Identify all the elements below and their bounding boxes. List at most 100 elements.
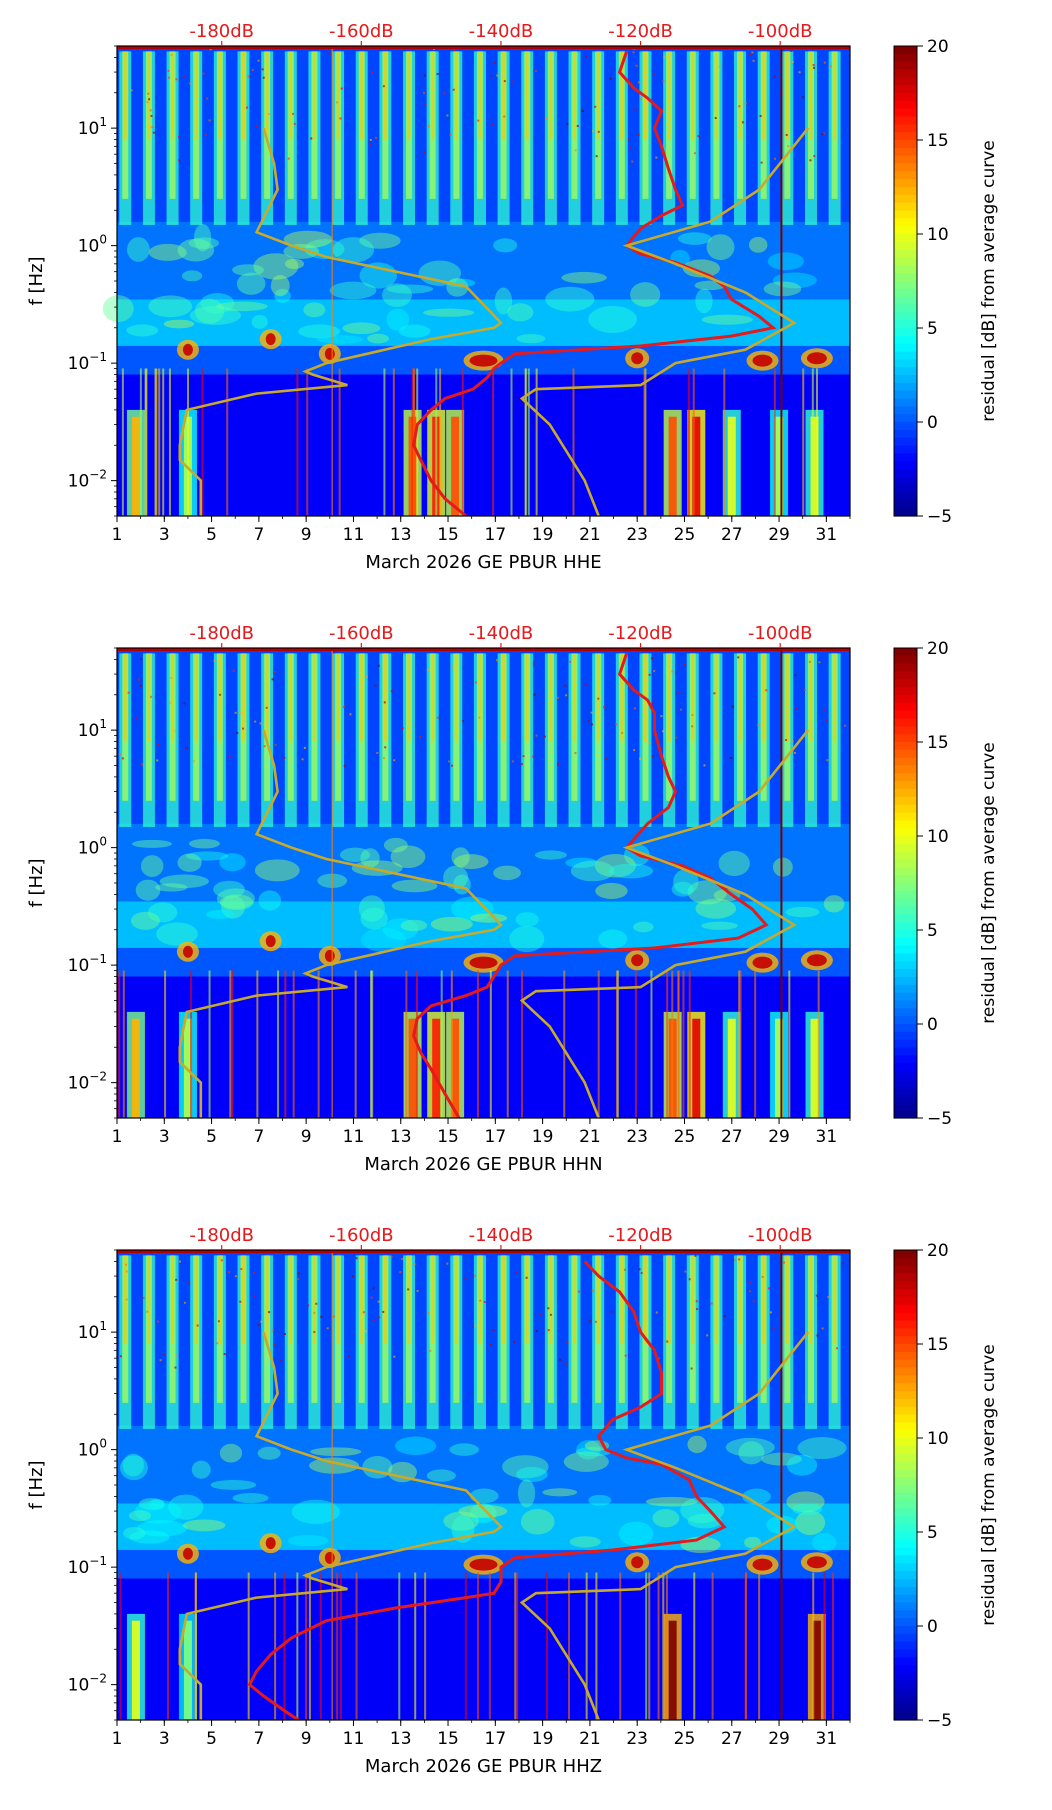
x-tick-label: 3: [159, 1729, 170, 1749]
x-tick-label: 31: [816, 525, 838, 545]
x-tick-label: 19: [532, 1127, 554, 1147]
x-tick-label: 29: [768, 525, 790, 545]
spectrogram-image: [117, 648, 850, 1118]
colorbar-tick-label: 5: [927, 319, 938, 339]
colorbar-tick-label: 5: [927, 921, 938, 941]
top-db-tick-label: -180dB: [189, 623, 254, 644]
x-tick-label: 3: [159, 525, 170, 545]
y-tick-label: 10−2: [68, 1070, 107, 1094]
x-tick-label: 17: [485, 1729, 507, 1749]
top-db-tick-label: -100dB: [748, 21, 813, 42]
colorbar-tick-label: 10: [927, 225, 949, 245]
x-tick-label: 15: [437, 1127, 459, 1147]
x-tick-label: 31: [816, 1729, 838, 1749]
nlnm-curve: [178, 1331, 503, 1720]
colorbar: [893, 45, 918, 517]
colorbar-tick-label: 20: [927, 639, 949, 659]
x-tick-label: 23: [626, 525, 648, 545]
median-psd-curve: [412, 50, 777, 516]
top-db-tick-label: -120dB: [608, 1225, 673, 1246]
top-db-tick-label: -140dB: [469, 21, 534, 42]
y-tick-label: 101: [78, 717, 107, 741]
x-tick-label: 5: [206, 1127, 217, 1147]
y-tick-label: 100: [78, 1437, 107, 1461]
x-tick-label: 1: [112, 525, 123, 545]
x-tick-label: 1: [112, 1127, 123, 1147]
spectrogram-panel-hhn: 1 3 5 7 9 11 13 15 17 19 21 23 25 27 29 31 March 2026 GE…: [0, 602, 1052, 1204]
colorbar-tick-label: 15: [927, 733, 949, 753]
top-db-tick-label: -120dB: [608, 623, 673, 644]
x-tick-label: 19: [532, 1729, 554, 1749]
spectrogram-panel-hhz: 1 3 5 7 9 11 13 15 17 19 21 23 25 27 29 31 March 2026 GE…: [0, 1204, 1052, 1806]
x-tick-label: 15: [437, 525, 459, 545]
top-db-tick-label: -180dB: [189, 21, 254, 42]
x-tick-label: 25: [674, 1127, 696, 1147]
x-tick-label: 27: [721, 1729, 743, 1749]
x-tick-label: 1: [112, 1729, 123, 1749]
y-axis-label: f [Hz]: [26, 256, 47, 305]
x-axis-label: March 2026 GE PBUR HHN: [364, 1154, 602, 1175]
x-tick-label: 17: [485, 1127, 507, 1147]
x-tick-label: 15: [437, 1729, 459, 1749]
colorbar-tick-label: 15: [927, 131, 949, 151]
top-db-tick-label: -160dB: [329, 623, 394, 644]
x-tick-label: 27: [721, 1127, 743, 1147]
nlnm-curve: [178, 729, 503, 1118]
colorbar-label: residual [dB] from average curve: [979, 742, 999, 1023]
colorbar-tick-label: −5: [927, 1109, 952, 1129]
x-tick-label: 29: [768, 1127, 790, 1147]
median-psd-curve: [412, 652, 769, 1118]
colorbar-tick-label: 10: [927, 1429, 949, 1449]
x-tick-label: 21: [579, 1729, 601, 1749]
x-tick-label: 23: [626, 1127, 648, 1147]
x-tick-label: 11: [343, 1127, 365, 1147]
x-tick-label: 13: [390, 1729, 412, 1749]
x-tick-label: 21: [579, 1127, 601, 1147]
nhnm-curve: [519, 729, 810, 1118]
x-tick-label: 23: [626, 1729, 648, 1749]
x-tick-label: 5: [206, 1729, 217, 1749]
colorbar-tick-label: −5: [927, 507, 952, 527]
colorbar: [893, 647, 918, 1119]
top-db-tick-label: -160dB: [329, 1225, 394, 1246]
top-db-tick-label: -100dB: [748, 1225, 813, 1246]
spectrogram-panel-hhe: 1 3 5 7 9 11 13 15 17 19 21 23 25 27 29 31 March 2026 GE…: [0, 0, 1052, 602]
x-tick-label: 11: [343, 525, 365, 545]
y-tick-label: 101: [78, 1319, 107, 1343]
x-tick-label: 27: [721, 525, 743, 545]
y-tick-label: 10−1: [68, 350, 107, 374]
y-tick-label: 10−1: [68, 952, 107, 976]
top-db-tick-label: -180dB: [189, 1225, 254, 1246]
y-tick-label: 100: [78, 233, 107, 257]
colorbar-tick-label: 15: [927, 1335, 949, 1355]
x-axis-label: March 2026 GE PBUR HHE: [365, 552, 601, 573]
top-db-tick-label: -140dB: [469, 1225, 534, 1246]
median-psd-curve: [247, 1260, 727, 1720]
nhnm-curve: [519, 1331, 810, 1720]
colorbar-tick-label: 0: [927, 413, 938, 433]
y-axis-label: f [Hz]: [26, 858, 47, 907]
top-db-tick-label: -100dB: [748, 623, 813, 644]
y-tick-label: 101: [78, 115, 107, 139]
nlnm-curve: [178, 127, 503, 516]
colorbar-label: residual [dB] from average curve: [979, 1344, 999, 1625]
top-db-tick-label: -120dB: [608, 21, 673, 42]
x-tick-label: 19: [532, 525, 554, 545]
x-tick-label: 5: [206, 525, 217, 545]
y-axis-label: f [Hz]: [26, 1460, 47, 1509]
colorbar-tick-label: 20: [927, 1241, 949, 1261]
y-tick-label: 10−2: [68, 468, 107, 492]
x-tick-label: 21: [579, 525, 601, 545]
nhnm-curve: [519, 127, 810, 516]
x-tick-label: 7: [253, 525, 264, 545]
x-axis-label: March 2026 GE PBUR HHZ: [365, 1756, 602, 1777]
colorbar-tick-label: 10: [927, 827, 949, 847]
colorbar-tick-label: 0: [927, 1015, 938, 1035]
x-tick-label: 9: [301, 1729, 312, 1749]
y-tick-label: 10−2: [68, 1672, 107, 1696]
top-db-tick-label: -160dB: [329, 21, 394, 42]
x-tick-label: 29: [768, 1729, 790, 1749]
x-tick-label: 11: [343, 1729, 365, 1749]
